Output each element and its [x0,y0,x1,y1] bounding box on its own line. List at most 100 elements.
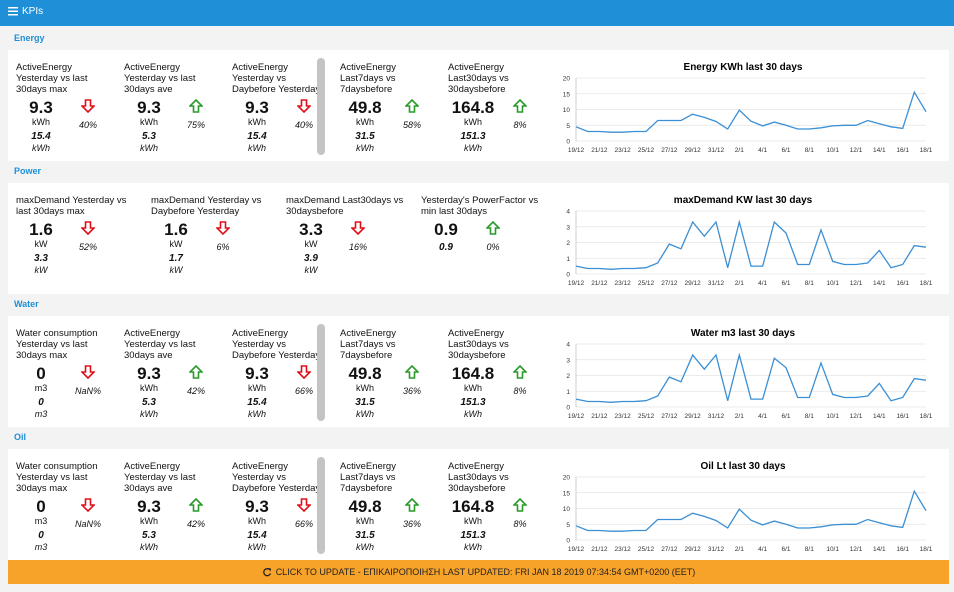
x-tick-label: 25/12 [638,546,655,553]
kpi-values: 3.3 kW 3.9 kW [286,221,336,276]
kpi-reference-unit: kWh [356,409,374,419]
kpi-values: 164.8 kWh 151.3 kWh [448,365,498,420]
kpi-value: 1.6 [29,220,53,239]
trend-arrow [296,498,312,513]
kpi-trend: 52% [66,221,110,276]
kpi-reference: 151.3 [460,397,486,408]
x-tick-label: 31/12 [708,546,725,553]
kpi-unit: m3 [34,516,48,526]
kpi-label: maxDemand Yesterday vs last 30days max [16,195,127,217]
kpi-trend: 40% [282,99,326,154]
kpi-label: ActiveEnergy Last7days vs 7daysbefore [340,328,396,361]
series-line [575,219,927,270]
x-tick-label: 21/12 [591,147,608,154]
kpi-reference: 0 [38,397,44,408]
kpi-reference-unit: m3 [34,542,48,552]
trend-arrow [512,98,528,113]
kpi-value: 9.3 [245,497,269,516]
arrow-shape [404,98,420,113]
kpi-row: 0 m3 0 m3 NaN% [16,365,118,420]
x-tick-label: 6/1 [781,413,790,420]
kpi-reference: 0 [38,530,44,541]
kpi-reference: 151.3 [460,530,486,541]
x-tick-label: 10/1 [826,280,839,287]
kpi: ActiveEnergy Yesterday vs last 30days av… [124,328,226,420]
kpi: ActiveEnergy Yesterday vs last 30days ma… [16,62,118,154]
x-tick-label: 27/12 [661,546,678,553]
x-tick-label: 21/12 [591,413,608,420]
kpi: Water consumption Yesterday vs last 30da… [16,328,118,420]
kpi-percent: 16% [348,242,367,252]
arrow-shape [188,364,204,379]
y-tick-label: 0 [566,538,570,545]
kpi-reference: 15.4 [247,131,267,142]
scrollbar [317,324,325,421]
kpi-values: 49.8 kWh 31.5 kWh [340,498,390,553]
kpi-reference-unit: kWh [464,542,482,552]
kpi-row: 1.6 kW 3.3 kW 52% [16,221,145,276]
kpi-trend: 42% [174,364,218,420]
y-tick-label: 20 [563,475,571,482]
kpi-label: ActiveEnergy Yesterday vs Daybefore Yest… [232,62,321,95]
kpi-value: 164.8 [451,364,495,383]
kpi-unit: kWh [248,117,266,127]
trend-arrow [80,365,96,380]
kpi-reference-unit: m3 [34,409,48,419]
kpi-values: 9.3 kWh 5.3 kWh [124,498,174,553]
kpi-percent: 75% [186,120,205,130]
arrow-shape [512,497,528,512]
kpi: maxDemand Last30days vs 30daysbefore 3.3 k… [286,195,415,276]
x-tick-label: 2/1 [735,147,744,154]
x-tick-label: 2/1 [735,546,744,553]
arrow-shape [404,497,420,512]
trend-arrow [404,497,420,512]
x-tick-label: 23/12 [615,280,632,287]
kpi-trend: 66% [282,365,326,420]
kpi-reference-unit: kWh [32,143,50,153]
arrow-shape [350,221,366,236]
x-tick-label: 31/12 [708,147,725,154]
kpi-percent: 6% [216,242,230,252]
x-tick-label: 12/1 [850,280,863,287]
kpi-values: 0 m3 0 m3 [16,498,66,553]
arrow-shape [80,99,96,114]
menu-icon[interactable] [8,7,18,16]
y-tick-label: 15 [563,490,571,497]
x-tick-label: 4/1 [758,147,767,154]
kpi-reference: 0.9 [439,242,453,253]
kpi-trend: 36% [390,364,434,420]
arrow-shape [512,364,528,379]
section-panel: Water consumption Yesterday vs last 30da… [8,449,949,560]
kpi-values: 9.3 kWh 5.3 kWh [124,99,174,154]
y-tick-label: 1 [566,389,570,396]
kpi-row: 164.8 kWh 151.3 kWh 8% [448,365,550,420]
y-tick-label: 4 [566,209,570,216]
kpi-row: 164.8 kWh 151.3 kWh 8% [448,99,550,154]
kpi-percent: 66% [294,519,313,529]
kpi-value: 164.8 [451,497,495,516]
kpi: ActiveEnergy Yesterday vs Daybefore Yest… [232,62,334,154]
kpi-row: 49.8 kWh 31.5 kWh 36% [340,498,442,553]
x-tick-label: 12/1 [850,546,863,553]
kpi-value: 49.8 [348,497,382,516]
app-title: KPIs [22,6,44,17]
trend-arrow [296,99,312,114]
x-tick-label: 2/1 [735,413,744,420]
x-tick-label: 18/1 [920,147,933,154]
kpi-percent: 42% [186,386,205,396]
kpi-unit: kWh [464,383,482,393]
kpi-reference-unit: kWh [140,409,158,419]
update-button[interactable]: CLICK TO UPDATE - ΕΠΙΚΑΙΡΟΠΟΙΗΣΗ LAST UP… [8,560,949,584]
series-line [575,489,927,532]
kpi-value: 49.8 [348,364,382,383]
kpi-percent: NaN% [74,519,101,529]
x-tick-label: 19/12 [568,280,585,287]
x-tick-label: 19/12 [568,546,585,553]
trend-arrow [512,497,528,512]
kpi-unit: kW [304,239,318,249]
arrow-shape [296,365,312,380]
x-tick-label: 10/1 [826,546,839,553]
kpi-label: ActiveEnergy Last30days vs 30daysbefore [448,461,509,494]
kpi-value: 49.8 [348,98,382,117]
